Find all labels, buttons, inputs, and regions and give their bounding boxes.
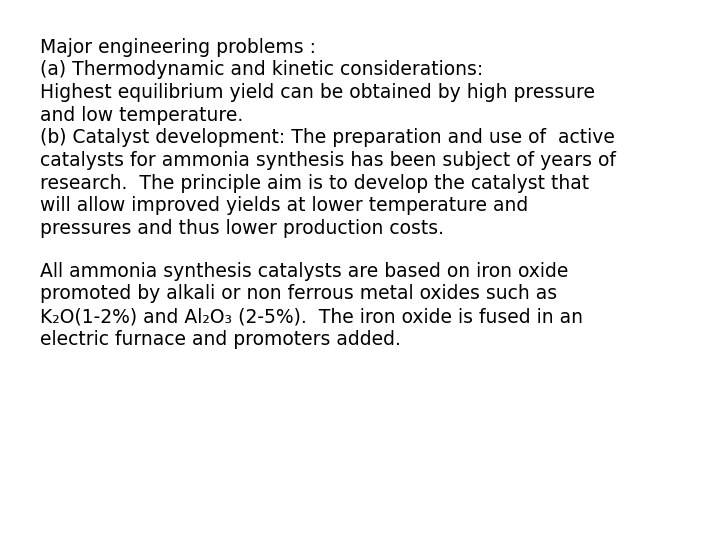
Text: will allow improved yields at lower temperature and: will allow improved yields at lower temp…	[40, 197, 528, 215]
Text: electric furnace and promoters added.: electric furnace and promoters added.	[40, 330, 400, 349]
Text: (a) Thermodynamic and kinetic considerations:: (a) Thermodynamic and kinetic considerat…	[40, 60, 483, 79]
Text: Major engineering problems :: Major engineering problems :	[40, 38, 315, 57]
Text: All ammonia synthesis catalysts are based on iron oxide: All ammonia synthesis catalysts are base…	[40, 262, 568, 281]
Text: research.  The principle aim is to develop the catalyst that: research. The principle aim is to develo…	[40, 174, 589, 193]
Text: Highest equilibrium yield can be obtained by high pressure: Highest equilibrium yield can be obtaine…	[40, 83, 595, 102]
Text: (b) Catalyst development: The preparation and use of  active: (b) Catalyst development: The preparatio…	[40, 129, 614, 147]
Text: and low temperature.: and low temperature.	[40, 106, 243, 125]
Text: promoted by alkali or non ferrous metal oxides such as: promoted by alkali or non ferrous metal …	[40, 285, 557, 303]
Text: pressures and thus lower production costs.: pressures and thus lower production cost…	[40, 219, 444, 238]
Text: catalysts for ammonia synthesis has been subject of years of: catalysts for ammonia synthesis has been…	[40, 151, 616, 170]
Text: K₂O(1-2%) and Al₂O₃ (2-5%).  The iron oxide is fused in an: K₂O(1-2%) and Al₂O₃ (2-5%). The iron oxi…	[40, 307, 582, 326]
